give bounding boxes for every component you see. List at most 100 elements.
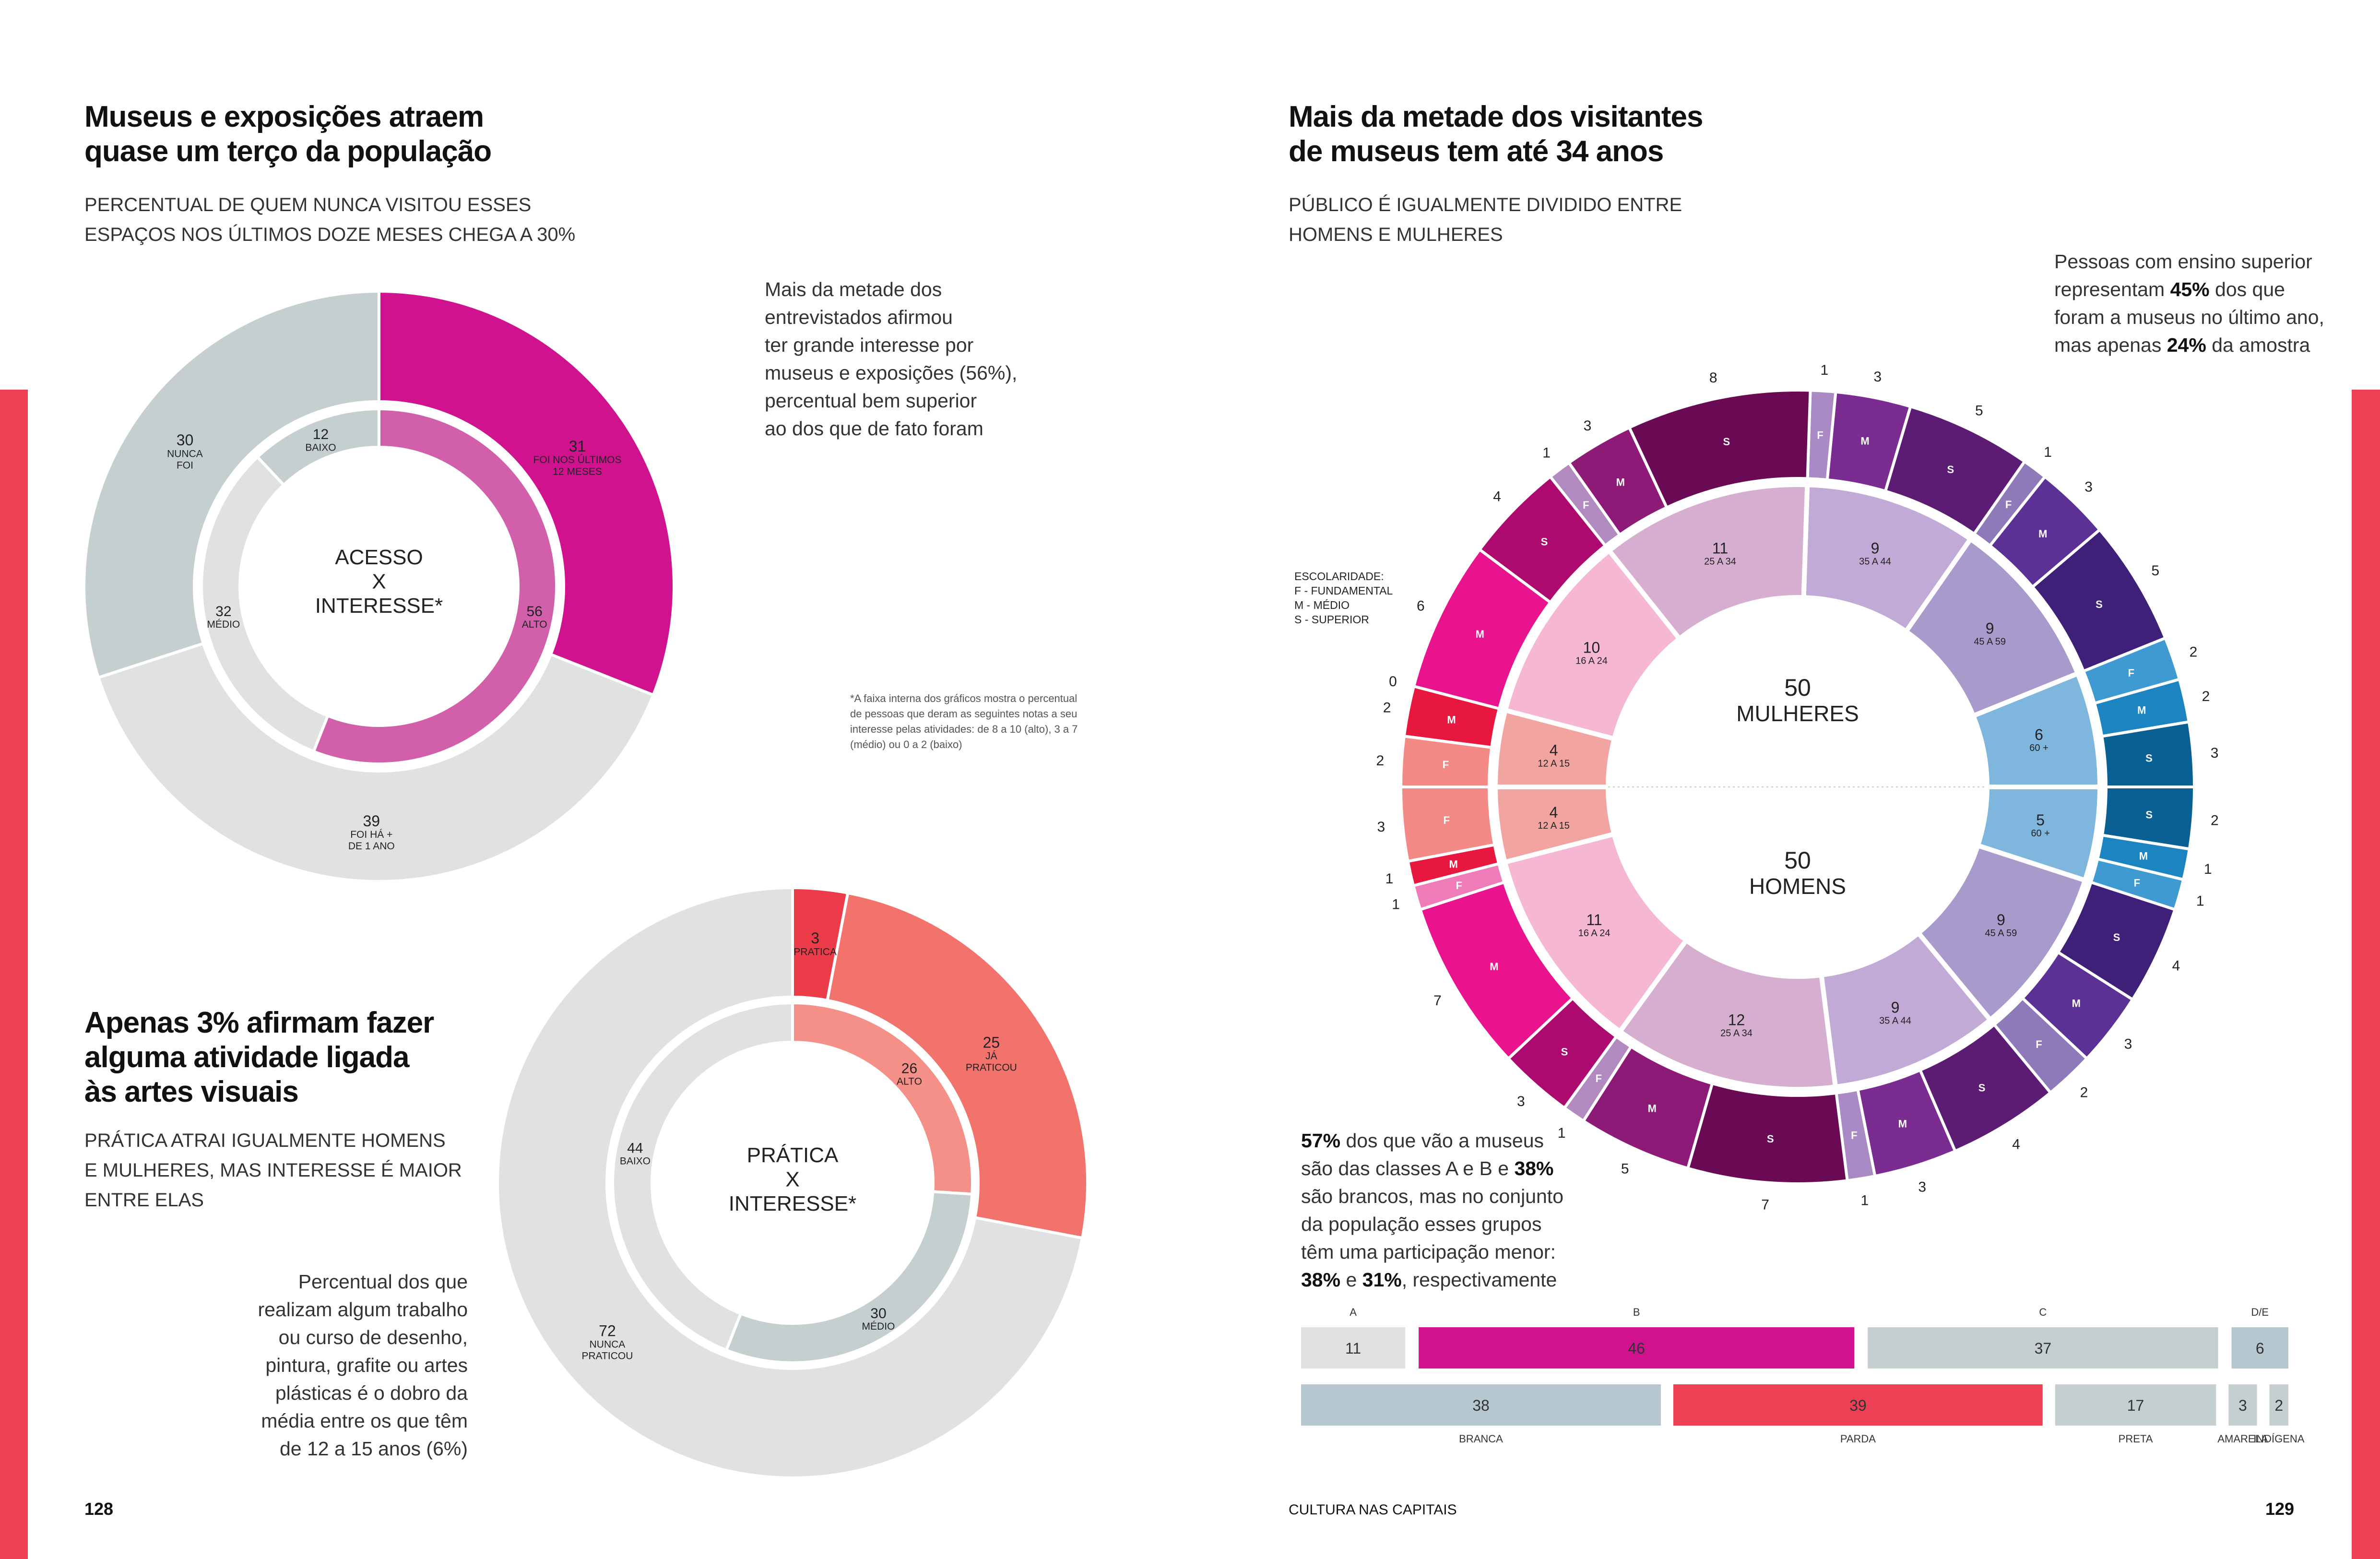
women-age-1 (1903, 536, 2081, 719)
men-edu-value-1-S: 4 (2172, 958, 2180, 974)
women-edu-value-0-S: 3 (2211, 745, 2219, 761)
women-center-label: 50 MULHERES (1736, 674, 1859, 726)
men-edu-5-F (1399, 785, 1496, 863)
class-category-2: C (2039, 1306, 2047, 1318)
women-edu-value-1-S: 5 (2151, 563, 2159, 579)
women-edu-code-0-S: S (2145, 752, 2153, 764)
race-bar-2 (2055, 1384, 2216, 1426)
chart1-side-text: Mais da metade dos entrevistados afirmou… (765, 278, 1018, 440)
women-edu-1-M (1988, 475, 2102, 589)
women-edu-2-M (1825, 390, 1913, 493)
race-category-1: PARDA (1840, 1433, 1876, 1445)
chart2-outer-label-2: 72 NUNCA PRATICOU (581, 1322, 633, 1361)
men-edu-value-2-S: 4 (2012, 1137, 2020, 1153)
chart1-separator-ring (194, 402, 564, 771)
race-bar-0 (1301, 1384, 1661, 1426)
women-edu-code-3-M: M (1616, 476, 1625, 488)
chart1-inner-label-1: 32 MÉDIO (207, 604, 240, 630)
women-edu-code-2-M: M (1860, 435, 1869, 447)
chart2-inner-label-2: 44 BAIXO (620, 1140, 651, 1166)
women-edu-value-3-F: 1 (1542, 445, 1551, 461)
men-edu-code-2-M: M (1898, 1118, 1907, 1130)
chart2-outer-label-0: 3 PRATICA (793, 929, 836, 957)
women-edu-0-M (2093, 677, 2191, 738)
women-edu-code-3-S: S (1723, 436, 1730, 448)
race-value-2: 17 (2127, 1397, 2144, 1414)
men-age-label-2: 9 35 A 44 (1879, 999, 1911, 1026)
men-edu-value-1-F: 2 (2080, 1085, 2088, 1101)
men-edu-code-3-M: M (1648, 1103, 1657, 1115)
men-edu-value-4-M: 7 (1433, 993, 1442, 1009)
education-legend: ESCOLARIDADE: F - FUNDAMENTAL M - MÉDIO … (1294, 570, 1393, 626)
race-value-0: 38 (1472, 1397, 1490, 1414)
men-edu-value-1-M: 3 (2124, 1036, 2132, 1052)
women-edu-code-4-S: S (1541, 536, 1548, 548)
men-age-3 (1616, 937, 1838, 1092)
men-edu-code-2-S: S (1978, 1082, 1986, 1094)
women-age-3 (1606, 482, 1810, 643)
men-edu-code-1-M: M (2072, 997, 2081, 1009)
chart1-inner-label-2: 12 BAIXO (305, 427, 336, 453)
chart2-title: Apenas 3% afirmam fazer alguma atividade… (84, 1006, 434, 1108)
women-edu-4-M (1412, 547, 1552, 711)
men-age-label-1: 9 45 A 59 (1985, 911, 2017, 939)
class-bar-2 (1868, 1327, 2218, 1369)
class-value-2: 37 (2035, 1340, 2052, 1357)
women-edu-value-5-M: 2 (1383, 700, 1391, 715)
men-edu-code-1-S: S (2113, 931, 2120, 943)
men-age-label-3: 12 25 A 34 (1720, 1011, 1752, 1038)
class-race-text: 57% dos que vão a museus são das classes… (1301, 1130, 1563, 1291)
women-edu-2-F (1806, 389, 1837, 482)
men-edu-value-0-F: 1 (2196, 893, 2204, 909)
women-edu-5-F (1399, 734, 1493, 788)
chart1-outer-label-0: 31 FOI NOS ÚLTIMOS 12 MESES (533, 438, 622, 477)
class-category-0: A (1350, 1306, 1357, 1318)
footer-publication: CULTURA NAS CAPITAIS (1289, 1502, 1457, 1518)
men-age-label-0: 5 60 + (2031, 811, 2049, 839)
men-edu-code-3-F: F (1596, 1072, 1602, 1084)
interest-footnote: *A faixa interna dos gráficos mostra o p… (850, 692, 1078, 750)
women-edu-4-S (1478, 475, 1608, 605)
men-edu-value-5-M: 1 (1385, 871, 1394, 887)
women-edu-value-3-S: 8 (1709, 370, 1717, 386)
women-edu-code-5-F: F (1443, 759, 1449, 771)
chart3-title: Mais da metade dos visitantes de museus … (1289, 100, 1703, 168)
women-edu-0-F (2082, 636, 2181, 705)
men-edu-value-0-M: 1 (2204, 861, 2212, 877)
chart2-inner-slice-2 (611, 1001, 794, 1352)
men-edu-code-5-F: F (1444, 814, 1450, 826)
women-age-label-4: 10 16 A 24 (1575, 639, 1608, 666)
women-age-5 (1492, 707, 1618, 789)
race-value-3: 3 (2238, 1397, 2247, 1414)
men-edu-value-4-F: 1 (1392, 896, 1400, 912)
women-edu-value-2-F: 1 (1821, 362, 1829, 378)
women-edu-code-1-M: M (2038, 528, 2047, 540)
women-edu-value-4-F: 0 (1389, 674, 1397, 690)
chart1-subtitle: PERCENTUAL DE QUEM NUNCA VISITOU ESSES E… (84, 194, 576, 245)
chart2-side-text: Percentual dos que realizam algum trabal… (258, 1271, 468, 1460)
race-category-2: PRETA (2119, 1433, 2153, 1445)
women-edu-code-4-M: M (1476, 628, 1484, 640)
men-edu-value-3-S: 7 (1761, 1197, 1769, 1213)
men-edu-value-4-S: 3 (1517, 1094, 1525, 1109)
women-edu-value-2-M: 3 (1873, 369, 1882, 385)
chart2-inner-label-1: 30 MÉDIO (862, 1306, 895, 1332)
women-edu-1-S (2030, 527, 2167, 673)
left-edge-bar (0, 390, 28, 1559)
men-edu-code-2-F: F (1851, 1129, 1857, 1141)
women-edu-code-2-S: S (1947, 464, 1954, 476)
women-edu-value-0-F: 2 (2190, 644, 2198, 660)
men-age-label-4: 11 16 A 24 (1578, 911, 1610, 939)
men-edu-code-0-M: M (2139, 850, 2148, 862)
sunburst-chart: S 3 M 2 F 2 S 5 M 3 F 1 S 5 M 3 F 1 S 8 M 3 F 1 S 4 M 6 0 M 2 F 2 S 2 M 1 F 1 S… (1376, 362, 2218, 1213)
chart1-outer-label-1: 39 FOI HÁ + DE 1 ANO (348, 812, 395, 852)
chart1-outer-label-2: 30 NUNCA FOI (167, 431, 203, 471)
chart1-title: Museus e exposições atraem quase um terç… (84, 100, 492, 168)
men-edu-value-3-M: 5 (1621, 1161, 1629, 1177)
women-edu-value-1-M: 3 (2084, 479, 2093, 495)
men-edu-code-4-F: F (1456, 880, 1462, 892)
race-category-3: AMARELA (2217, 1433, 2268, 1445)
race-category-4: INDÍGENA (2253, 1433, 2305, 1445)
class-value-1: 46 (1628, 1340, 1645, 1357)
